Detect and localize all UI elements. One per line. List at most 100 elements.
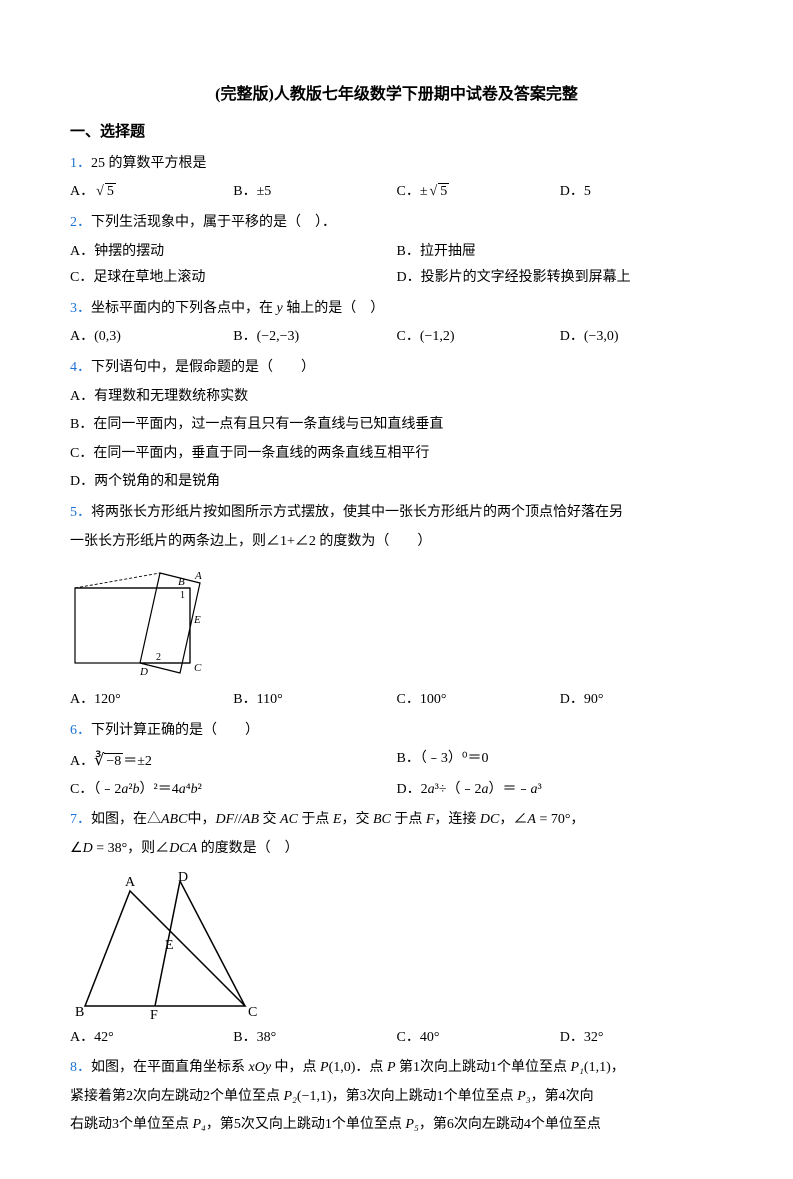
opt-label: C．±: [397, 184, 428, 199]
options: A．(0,3) B．(−2,−3) C．(−1,2) D．(−3,0): [70, 324, 723, 351]
exp: ³: [538, 782, 542, 797]
p: P: [320, 1060, 329, 1075]
s9: 右跳动3个单位至点: [70, 1117, 193, 1132]
label-A: A: [125, 875, 136, 890]
cuberoot-icon: −8: [94, 754, 123, 769]
opt-B: B．110°: [233, 687, 396, 714]
question-1: 1．25 的算数平方根是 A．5 B．±5 C．±5 D．5: [70, 151, 723, 206]
tail: ＝±2: [123, 754, 152, 769]
qnum: 2．: [70, 215, 91, 230]
s1: 如图，在平面直角坐标系: [91, 1060, 249, 1075]
s4: 第1次向上跳动1个单位至点: [396, 1060, 571, 1075]
opt-D: D．投影片的文字经投影转换到屏幕上: [397, 265, 724, 292]
options: A．120° B．110° C．100° D．90°: [70, 687, 723, 714]
figure-q7: A B C D E F: [70, 871, 723, 1021]
question-6: 6．下列计算正确的是（ ） A．−8＝±2 B．（﹣3）⁰＝0 C．（﹣2a²b…: [70, 718, 723, 804]
e2: ）²＝4: [140, 782, 179, 797]
opt-D: D．两个锐角的和是锐角: [70, 469, 723, 496]
d: D: [83, 841, 93, 856]
ac: AC: [280, 812, 298, 827]
s7: (−1,1)，第3次向上跳动1个单位至点: [297, 1089, 517, 1104]
qnum: 1．: [70, 156, 91, 171]
label-C: C: [248, 1005, 257, 1020]
opt-A: A． −8＝±2: [70, 746, 397, 776]
opt-B: B．（﹣3）⁰＝0: [397, 746, 724, 776]
page-title: (完整版)人教版七年级数学下册期中试卷及答案完整: [70, 80, 723, 110]
s1: 如图，在: [91, 812, 147, 827]
p2: P: [387, 1060, 396, 1075]
s2: 中，: [187, 812, 215, 827]
dc: DC: [480, 812, 499, 827]
s8: ，∠: [499, 812, 527, 827]
opt-D: D．32°: [560, 1025, 723, 1052]
opt-B: B．(−2,−3): [233, 324, 396, 351]
opt-C: C．40°: [397, 1025, 560, 1052]
bc: BC: [373, 812, 391, 827]
question-5: 5．将两张长方形纸片按如图所示方式摆放，使其中一张长方形纸片的两个顶点恰好落在另…: [70, 500, 723, 714]
label-D: D: [178, 871, 188, 885]
opt-B: B．38°: [233, 1025, 396, 1052]
opt-C: C．±5: [397, 179, 560, 206]
pp2: P₂: [284, 1089, 297, 1104]
sqrt-icon: 5: [94, 179, 116, 206]
question-4: 4．下列语句中，是假命题的是（ ） A．有理数和无理数统称实数 B．在同一平面内…: [70, 355, 723, 496]
s4: 于点: [298, 812, 333, 827]
options: A．42° B．38° C．40° D．32°: [70, 1025, 723, 1052]
tri: △: [147, 812, 161, 827]
s5: ，交: [341, 812, 373, 827]
stem2: 一张长方形纸片的两条边上，则∠1+∠2 的度数为（ ）: [70, 529, 723, 556]
radicand: −8: [104, 753, 123, 769]
angle-1: 1: [180, 590, 185, 601]
pp5: P₅: [405, 1117, 418, 1132]
label-F: F: [150, 1008, 158, 1021]
section-heading: 一、选择题: [70, 118, 723, 147]
s3: 交: [259, 812, 280, 827]
s11: ，第6次向左跳动4个单位至点: [419, 1117, 601, 1132]
s2: 中，点: [271, 1060, 320, 1075]
opt-D: D．(−3,0): [560, 324, 723, 351]
opt-A: A．(0,3): [70, 324, 233, 351]
pp3: P₃: [517, 1089, 530, 1104]
var-a2: a: [179, 782, 186, 797]
opt-A: A．有理数和无理数统称实数: [70, 384, 723, 411]
opt-B: B．在同一平面内，过一点有且只有一条直线与已知直线垂直: [70, 412, 723, 439]
stem-line-2: 紧接着第2次向左跳动2个单位至点 P₂(−1,1)，第3次向上跳动1个单位至点 …: [70, 1084, 723, 1111]
e4: ²: [198, 782, 202, 797]
label-E: E: [165, 938, 174, 953]
s12: 的度数是（ ）: [197, 841, 299, 856]
s10: ，第5次又向上跳动1个单位至点: [206, 1117, 406, 1132]
label: A．: [70, 754, 94, 769]
sqrt-icon: 5: [428, 179, 450, 206]
opt-A: A．120°: [70, 687, 233, 714]
stem: 25 的算数平方根是: [91, 156, 207, 171]
s9: = 70°，: [536, 812, 585, 827]
qnum: 7．: [70, 812, 91, 827]
opt-C: C．在同一平面内，垂直于同一条直线的两条直线互相平行: [70, 441, 723, 468]
var-a2: a: [482, 782, 489, 797]
options: A．钟摆的摆动 B．拉开抽屉 C．足球在草地上滚动 D．投影片的文字经投影转换到…: [70, 239, 723, 292]
rect-diagram: A B E C D 1 2: [70, 563, 240, 683]
s10: ∠: [70, 841, 83, 856]
stem: 下列语句中，是假命题的是（ ）: [91, 360, 315, 375]
options: A．−8＝±2 B．（﹣3）⁰＝0 C．（﹣2a²b）²＝4a⁴b² D．2a³…: [70, 746, 723, 803]
options: A．5 B．±5 C．±5 D．5: [70, 179, 723, 206]
opt-D: D．5: [560, 179, 723, 206]
label-C: C: [194, 662, 202, 674]
radicand: 5: [105, 183, 116, 199]
pp4: P₄: [193, 1117, 206, 1132]
p1: C．（﹣2: [70, 782, 121, 797]
opt-A: A．5: [70, 179, 233, 206]
qnum: 6．: [70, 723, 91, 738]
s11: = 38°，则∠: [93, 841, 170, 856]
qnum: 5．: [70, 505, 91, 520]
s7: ，连接: [434, 812, 480, 827]
figure-q5: A B E C D 1 2: [70, 563, 723, 683]
label-D: D: [139, 666, 148, 678]
var-b: b: [133, 782, 140, 797]
qnum: 8．: [70, 1060, 91, 1075]
label-B: B: [75, 1005, 84, 1020]
stem-a: 坐标平面内的下列各点中，在: [91, 301, 277, 316]
var-a3: a: [531, 782, 538, 797]
p1: P₁: [571, 1060, 584, 1075]
stem: 下列计算正确的是（ ）: [91, 723, 259, 738]
